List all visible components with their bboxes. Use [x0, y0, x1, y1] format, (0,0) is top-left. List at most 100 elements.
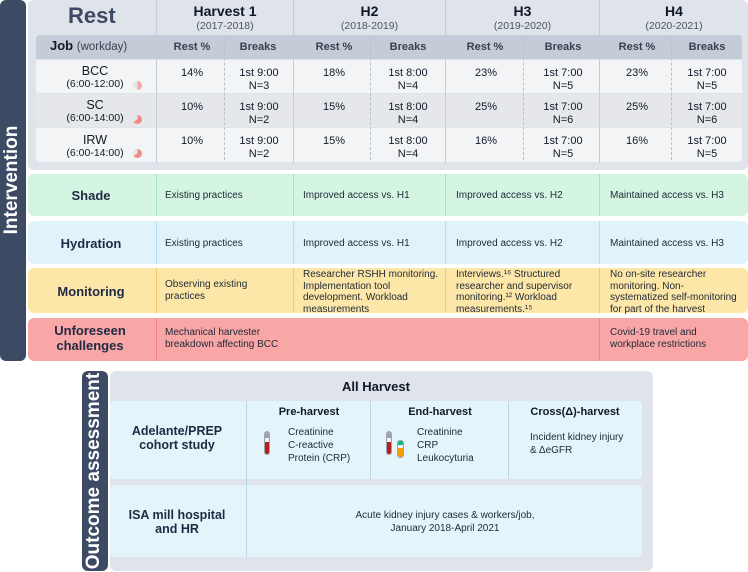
job-bcc: BCC (6:00-12:00) [40, 64, 150, 90]
outcome-col-sep [508, 401, 509, 479]
harvest-name: H2 [360, 3, 379, 19]
rest-value: 14% [180, 67, 204, 79]
band-sep [445, 221, 446, 264]
break-count: N=5 [696, 148, 718, 160]
outcome-col-sep [246, 401, 247, 557]
break-first: 1st 7:00 [687, 101, 727, 113]
harvest-years: (2019-2020) [493, 20, 552, 32]
break-first: 1st 9:00 [239, 67, 279, 79]
end-harvest-item: Leukocyturia [417, 453, 474, 464]
hospital-label: ISA mill hospital and HR [128, 508, 226, 536]
break-count: N=6 [552, 114, 574, 126]
table-sub-sep [370, 38, 371, 160]
break-first: 1st 7:00 [543, 101, 583, 113]
break-count: N=5 [696, 80, 718, 92]
job-time: (6:00-12:00) [66, 78, 124, 90]
rest-value: 25% [474, 101, 498, 113]
pie-chart-icon [133, 149, 142, 158]
band-sep [156, 174, 157, 216]
pie-chart-icon [133, 81, 142, 90]
hydration-h2: Improved access vs. H1 [303, 238, 410, 249]
break-first: 1st 7:00 [543, 135, 583, 147]
break-count: N=5 [552, 148, 574, 160]
hydration-h1: Existing practices [165, 238, 243, 249]
harvest-years: (2017-2018) [196, 20, 254, 32]
break-count: N=5 [552, 80, 574, 92]
hydration-h3: Improved access vs. H2 [456, 238, 563, 249]
break-first: 1st 9:00 [239, 135, 279, 147]
job-name: SC [86, 98, 104, 112]
job-time: (6:00-14:00) [66, 147, 124, 159]
band-sep [293, 174, 294, 216]
rest-col-sep [445, 0, 446, 35]
band-sep [156, 221, 157, 264]
hospital-row [110, 485, 642, 557]
table-sub-sep [224, 38, 225, 160]
rest-row-sc [36, 94, 742, 127]
rest-value: 16% [625, 135, 649, 147]
outcome-label: Outcome assessment [83, 372, 104, 570]
rest-value: 23% [625, 67, 649, 79]
job-header-text: Job [50, 38, 74, 53]
harvest-years: (2020-2021) [645, 20, 703, 32]
unforeseen-band [28, 318, 748, 361]
rest-row-bcc [36, 60, 742, 93]
break-first: 1st 7:00 [543, 67, 583, 79]
outcome-col-sep [370, 401, 371, 479]
band-sep [599, 318, 600, 361]
job-header-note: (workday) [76, 41, 128, 53]
band-sep [445, 174, 446, 216]
harvest-name: H3 [513, 3, 532, 19]
rest-value: 25% [625, 101, 649, 113]
intervention-label: Intervention [1, 125, 22, 235]
monitoring-h4: No on-site researcher monitoring. Non-sy… [610, 269, 737, 315]
cross-harvest-header: Cross(Δ)-harvest [530, 406, 620, 418]
pre-harvest-item: C-reactive [288, 440, 334, 451]
breaks-header: Breaks [389, 41, 427, 53]
job-name: IRW [82, 133, 108, 147]
break-first: 1st 8:00 [388, 135, 428, 147]
pie-chart-icon [133, 115, 142, 124]
hydration-label: Hydration [60, 236, 122, 251]
break-first: 1st 7:00 [687, 67, 727, 79]
rest-row-irw [36, 128, 742, 162]
urine-tube-icon [397, 440, 404, 458]
break-count: N=2 [248, 114, 270, 126]
band-sep [156, 268, 157, 313]
rest-table-header [36, 35, 742, 59]
table-col-sep [156, 35, 157, 163]
unforeseen-h1: Mechanical harvester breakdown affecting… [165, 327, 279, 350]
monitoring-h1: Observing existing practices [165, 279, 248, 302]
rest-col-sep [156, 0, 157, 35]
pre-harvest-item: Creatinine [288, 427, 334, 438]
job-time: (6:00-14:00) [66, 112, 124, 124]
unforeseen-h4: Covid-19 travel and workplace restrictio… [610, 327, 707, 350]
band-sep [156, 318, 157, 361]
monitoring-h2: Researcher RSHH monitoring. Implementati… [303, 269, 439, 315]
job-sc: SC (6:00-14:00) [40, 98, 150, 124]
cohort-row [110, 401, 642, 479]
rest-pct-header: Rest % [466, 41, 504, 53]
rest-value: 18% [322, 67, 346, 79]
rest-value: 15% [322, 101, 346, 113]
breaks-header: Breaks [239, 41, 277, 53]
job-irw: IRW (6:00-14:00) [40, 133, 150, 159]
monitoring-label: Monitoring [57, 284, 125, 299]
break-first: 1st 8:00 [388, 67, 428, 79]
pre-harvest-header: Pre-harvest [278, 406, 340, 418]
harvest-years: (2018-2019) [340, 20, 399, 32]
cross-harvest-item: Incident kidney injury [530, 432, 624, 443]
outcome-title: All Harvest [342, 379, 410, 394]
monitoring-band [28, 268, 748, 313]
harvest-name: Harvest 1 [193, 3, 257, 19]
cross-harvest-item: & ΔeGFR [530, 445, 573, 456]
unforeseen-label: Unforeseen challenges [54, 323, 126, 353]
hospital-text-2: January 2018-April 2021 [390, 523, 500, 534]
band-sep [599, 174, 600, 216]
pre-harvest-item: Protein (CRP) [288, 453, 351, 464]
hydration-h4: Maintained access vs. H3 [610, 238, 724, 249]
hospital-text-1: Acute kidney injury cases & workers/job, [355, 510, 535, 521]
table-col-sep [445, 35, 446, 163]
break-first: 1st 7:00 [687, 135, 727, 147]
table-sub-sep [523, 38, 524, 160]
